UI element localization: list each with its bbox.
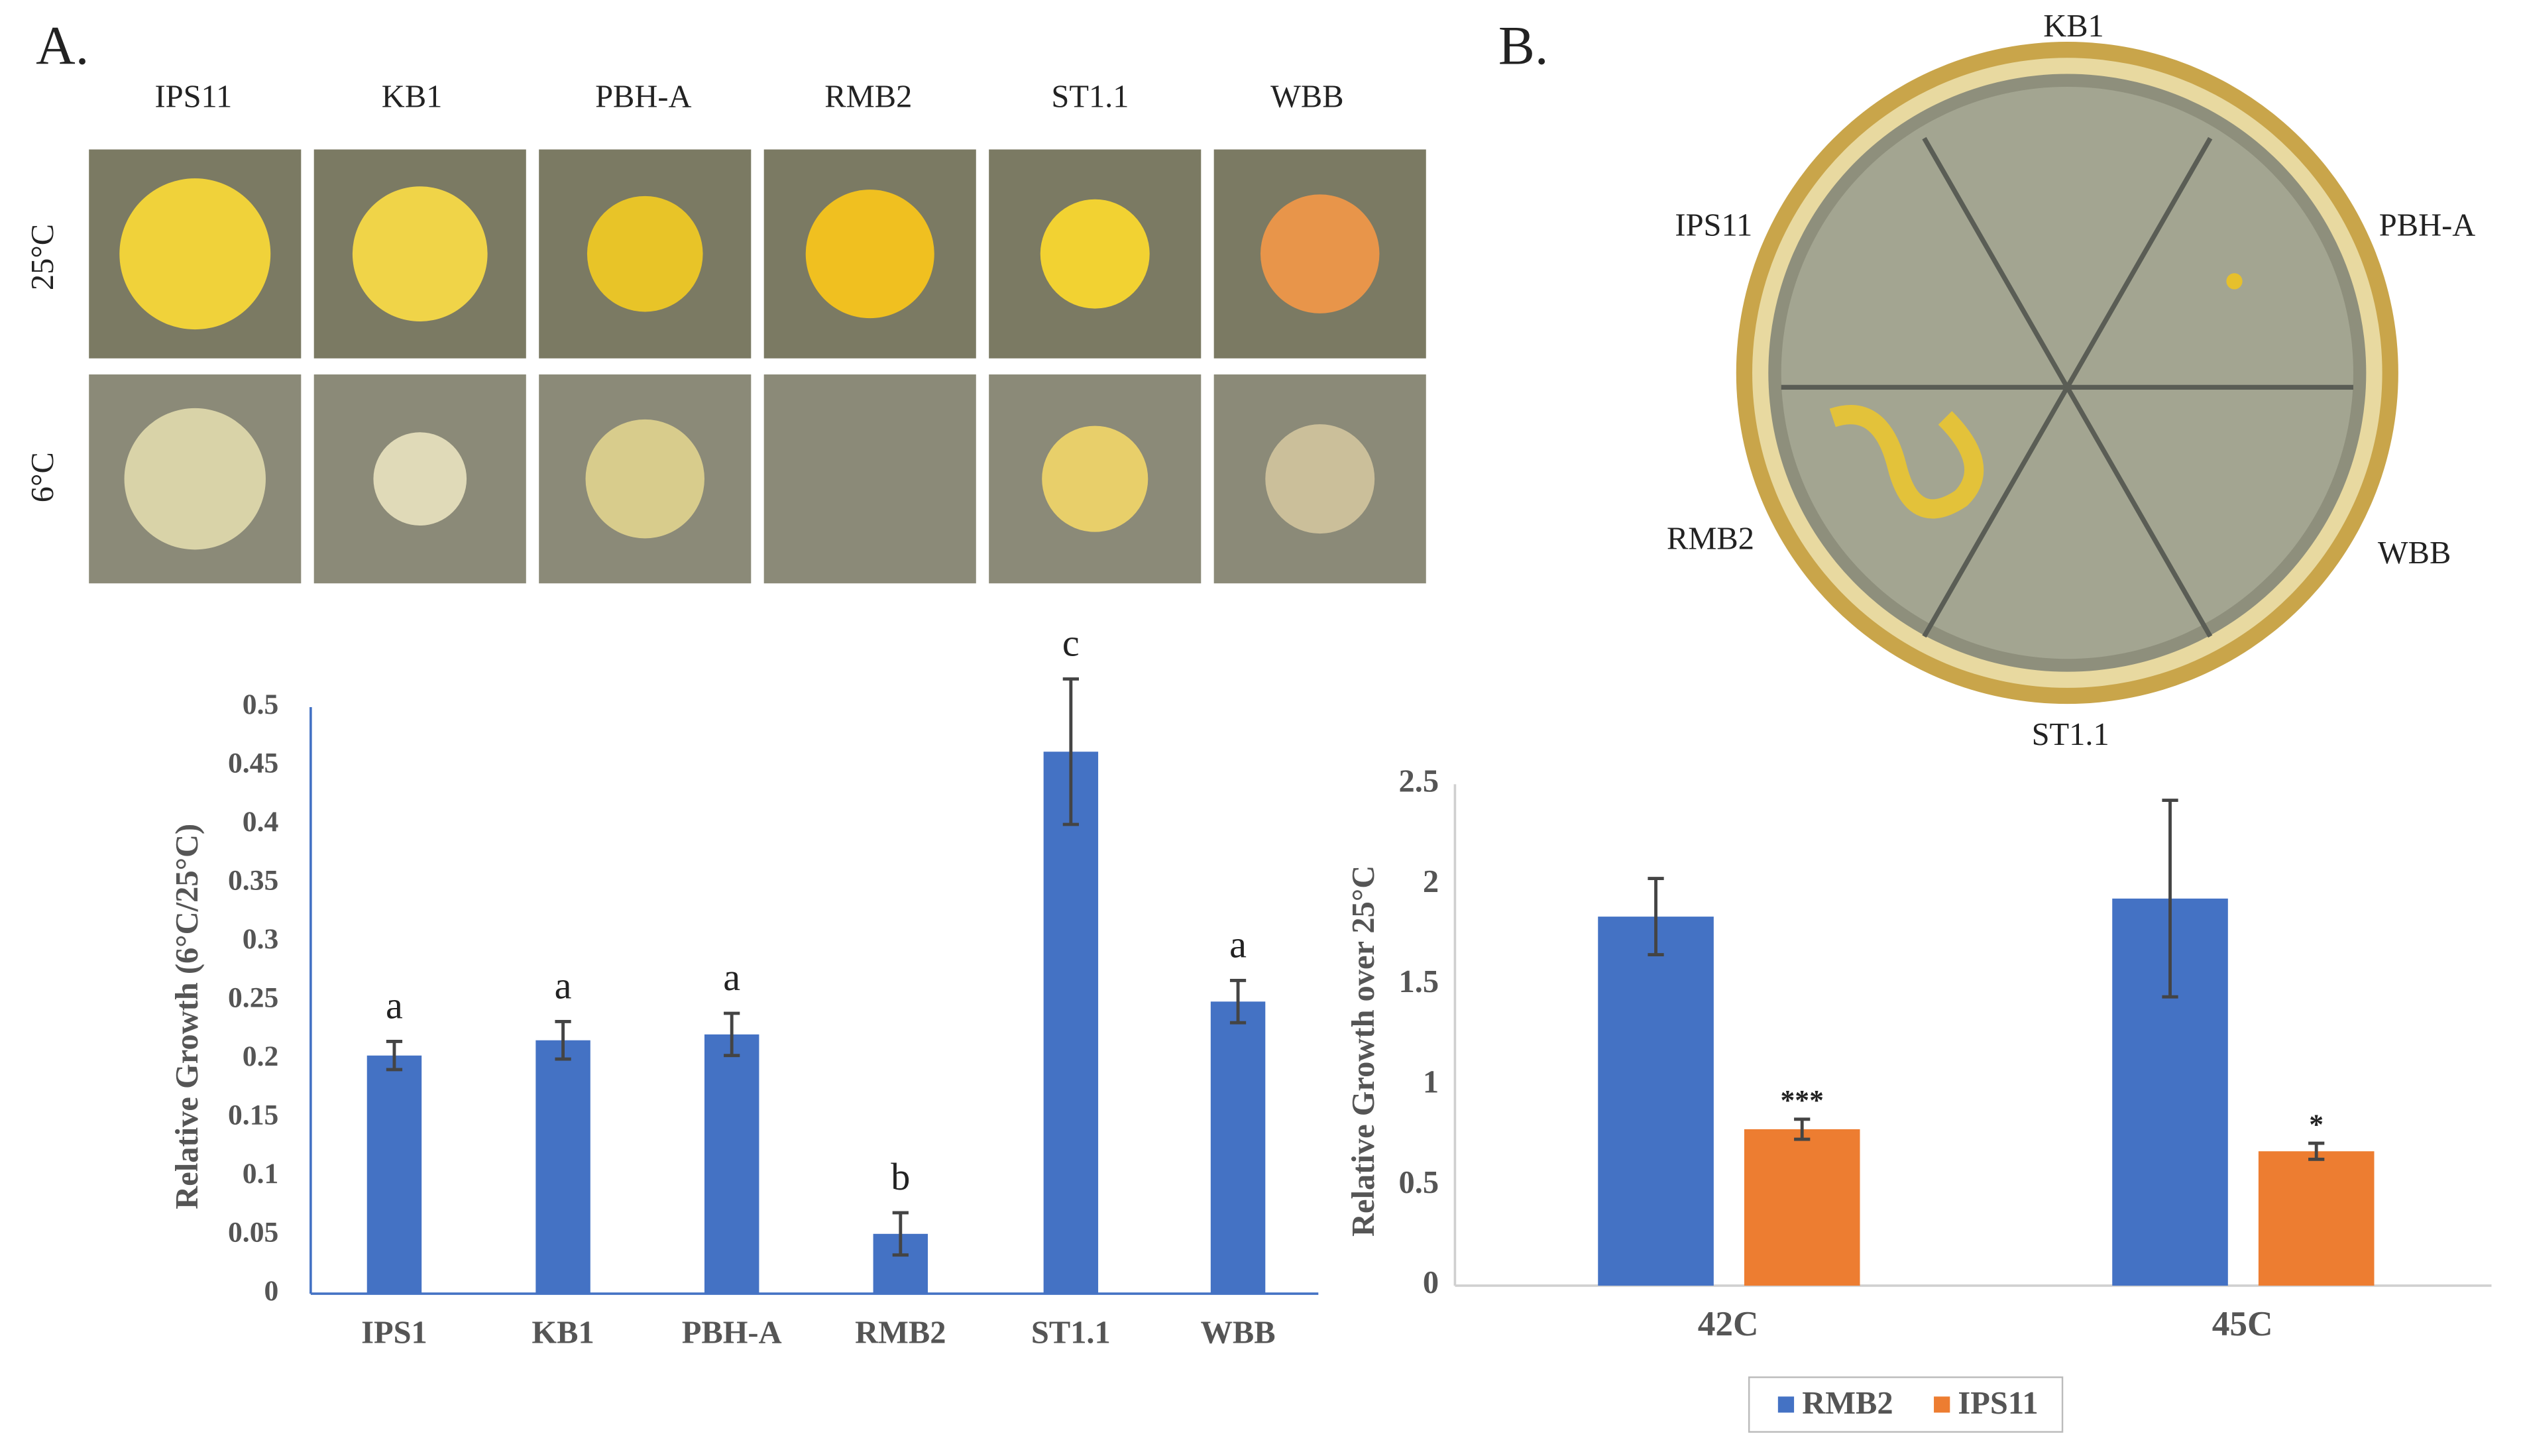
plate-label: WBB <box>2378 535 2451 571</box>
colony <box>805 190 934 319</box>
x-tick-label: PBH-A <box>682 1315 782 1350</box>
x-tick-label: IPS1 <box>361 1315 427 1350</box>
legend-label: RMB2 <box>1802 1386 1893 1421</box>
x-tick-label: RMB2 <box>855 1315 946 1350</box>
legend-label: IPS11 <box>1958 1386 2038 1421</box>
x-tick-label: WBB <box>1200 1315 1275 1350</box>
significance-label: c <box>1062 621 1080 664</box>
x-tick-label: ST1.1 <box>1031 1315 1111 1350</box>
significance-label: a <box>386 983 403 1027</box>
y-tick-label: 0 <box>264 1275 279 1307</box>
colony <box>585 419 704 539</box>
row-label: 6°C <box>25 452 60 502</box>
error-bar <box>724 1011 740 1058</box>
bar <box>366 1055 422 1294</box>
significance-label: a <box>1229 923 1247 966</box>
colony <box>124 408 266 550</box>
bar <box>1744 1129 1860 1286</box>
colony <box>1260 194 1380 313</box>
colony <box>1265 424 1375 534</box>
strain-label: ST1.1 <box>1051 79 1129 114</box>
y-tick-label: 0.35 <box>228 865 278 897</box>
error-bar <box>1794 1117 1811 1141</box>
colony-photo <box>763 374 976 584</box>
y-tick-label: 0.25 <box>228 982 278 1014</box>
y-tick-label: 0.3 <box>243 923 279 955</box>
significance-label: a <box>555 964 572 1007</box>
error-bar <box>2162 799 2178 999</box>
error-bar <box>1062 677 1079 826</box>
colony <box>587 196 703 312</box>
legend-swatch <box>1934 1396 1950 1413</box>
x-tick-label: 42C <box>1698 1304 1759 1343</box>
strain-label: RMB2 <box>824 79 912 114</box>
y-tick-label: 1.5 <box>1399 964 1439 999</box>
plate-label: PBH-A <box>2379 207 2475 243</box>
significance-label: a <box>723 956 740 999</box>
bar <box>1598 917 1714 1286</box>
colony <box>1040 199 1150 309</box>
bar <box>704 1034 759 1294</box>
error-bar <box>386 1040 403 1072</box>
y-axis-label: Relative Growth over 25°C <box>1346 866 1381 1237</box>
error-bar <box>1229 979 1247 1025</box>
significance-label: b <box>891 1155 910 1198</box>
row-label: 25°C <box>25 224 60 290</box>
plate-label: ST1.1 <box>2032 717 2109 752</box>
plate-label: IPS11 <box>1675 207 1752 243</box>
legend-swatch <box>1777 1396 1795 1413</box>
error-bar <box>892 1211 909 1257</box>
colony <box>373 432 467 526</box>
bar <box>2258 1151 2375 1286</box>
panel-label: A. <box>36 16 89 76</box>
y-tick-label: 0.1 <box>243 1158 279 1190</box>
strain-label: PBH-A <box>595 79 691 114</box>
error-bar <box>2308 1141 2325 1161</box>
y-tick-label: 0 <box>1423 1265 1439 1300</box>
y-tick-label: 2.5 <box>1399 763 1439 799</box>
x-tick-label: KB1 <box>532 1315 594 1350</box>
bar <box>535 1040 590 1294</box>
plate-label: RMB2 <box>1667 521 1754 556</box>
colony <box>352 186 488 321</box>
plate-photo <box>1736 42 2398 704</box>
y-tick-label: 2 <box>1423 864 1439 899</box>
y-tick-label: 0.45 <box>228 748 278 779</box>
error-bar <box>555 1019 571 1061</box>
significance-label: *** <box>1780 1085 1823 1117</box>
y-tick-label: 1 <box>1423 1064 1439 1099</box>
strain-label: KB1 <box>382 79 443 114</box>
y-tick-label: 0.2 <box>243 1040 279 1072</box>
bar <box>1210 1001 1266 1294</box>
y-tick-label: 0.4 <box>243 806 279 838</box>
y-tick-label: 0.05 <box>228 1217 278 1249</box>
error-bar <box>1648 877 1664 957</box>
plate-label: KB1 <box>2043 9 2104 44</box>
colony <box>1042 425 1148 532</box>
x-tick-label: 45C <box>2212 1304 2273 1343</box>
y-axis-label: Relative Growth (6°C/25°C) <box>170 824 205 1209</box>
colony <box>119 178 271 330</box>
significance-label: * <box>2309 1109 2324 1141</box>
y-tick-label: 0.5 <box>243 689 279 720</box>
panel-label: B. <box>1498 16 1549 76</box>
legend-box <box>1748 1376 2064 1433</box>
bar <box>1043 752 1099 1294</box>
y-tick-label: 0.5 <box>1399 1165 1439 1200</box>
y-tick-label: 0.15 <box>228 1099 278 1131</box>
strain-label: WBB <box>1270 79 1343 114</box>
strain-label: IPS11 <box>154 79 232 114</box>
